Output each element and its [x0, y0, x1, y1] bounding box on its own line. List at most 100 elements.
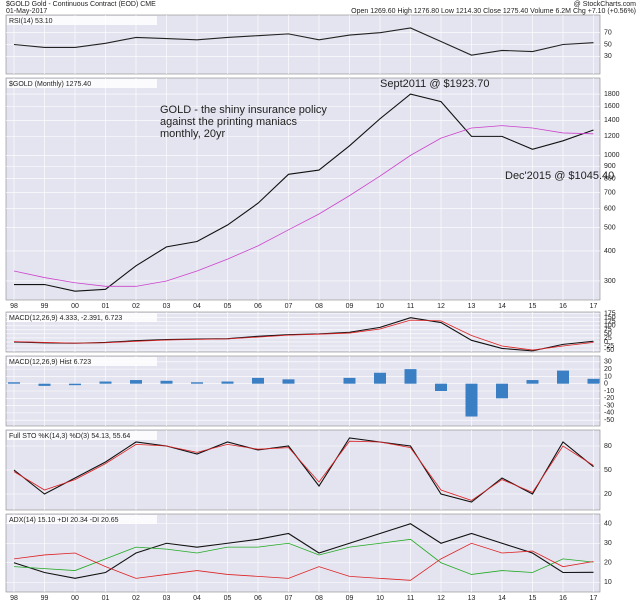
y-tick-label: 1000	[604, 152, 620, 159]
bar	[252, 377, 264, 384]
y-tick-label: 50	[604, 467, 612, 474]
x-tick-label: 17	[590, 595, 598, 602]
x-tick-label: 15	[529, 303, 537, 310]
x-tick-label: 10	[376, 303, 384, 310]
y-tick-label: 300	[604, 278, 616, 285]
x-tick-label: 00	[71, 303, 79, 310]
x-tick-label: 09	[346, 595, 354, 602]
y-tick-label: -20	[604, 395, 614, 402]
annotation: Dec'2015 @ $1045.40	[505, 170, 614, 182]
x-tick-label: 13	[468, 595, 476, 602]
y-tick-label: 125	[604, 319, 616, 326]
bar	[282, 379, 295, 384]
source: @ StockCharts.com	[574, 1, 637, 8]
x-tick-label: 14	[498, 303, 506, 310]
x-tick-label: 16	[559, 303, 567, 310]
bar	[526, 380, 539, 384]
y-tick-label: 700	[604, 189, 616, 196]
panel-title: RSI(14) 53.10	[9, 18, 53, 25]
title-bg	[7, 313, 157, 322]
series-line	[13, 437, 594, 503]
x-tick-label: 08	[315, 303, 323, 310]
x-tick-label: 10	[376, 595, 384, 602]
y-tick-label: 10	[604, 373, 612, 380]
y-tick-label: 0	[604, 381, 608, 388]
series-line	[13, 440, 594, 501]
bar	[496, 383, 508, 399]
y-tick-label: 1600	[604, 103, 620, 110]
bar	[435, 383, 447, 391]
x-tick-label: 13	[468, 303, 476, 310]
y-tick-label: -30	[604, 402, 614, 409]
x-tick-label: 99	[41, 303, 49, 310]
y-tick-label: 30	[604, 53, 612, 60]
x-tick-label: 02	[132, 595, 140, 602]
title-bg	[7, 357, 157, 366]
bar	[160, 380, 173, 384]
x-tick-label: 07	[285, 303, 293, 310]
x-tick-label: 12	[437, 303, 445, 310]
y-tick-label: -25	[604, 343, 614, 350]
x-tick-label: 11	[407, 303, 414, 310]
x-tick-label: 14	[498, 595, 506, 602]
x-tick-label: 16	[559, 595, 567, 602]
y-tick-label: 50	[604, 41, 612, 48]
date: 01-May-2017	[6, 8, 47, 15]
series-line	[13, 523, 594, 579]
x-tick-label: 12	[437, 595, 445, 602]
symbol-title: $GOLD Gold - Continuous Contract (EOD) C…	[6, 1, 156, 8]
x-tick-label: 04	[193, 303, 201, 310]
y-tick-label: -50	[604, 417, 614, 424]
x-tick-label: 00	[71, 595, 79, 602]
bar	[557, 370, 569, 384]
x-tick-label: 06	[254, 303, 262, 310]
title-bg	[7, 16, 157, 25]
y-tick-label: 25	[604, 335, 612, 342]
y-tick-label: 800	[604, 176, 616, 183]
y-tick-label: 0	[604, 339, 608, 346]
y-tick-label: 175	[604, 310, 616, 317]
x-tick-label: 03	[163, 595, 171, 602]
y-tick-label: 30	[604, 359, 612, 366]
y-tick-label: 400	[604, 248, 616, 255]
panel-title: Full STO %K(14,3) %D(3) 54.13, 55.64	[9, 433, 130, 440]
x-tick-label: 02	[132, 303, 140, 310]
y-tick-label: 1800	[604, 91, 620, 98]
series-line	[14, 93, 594, 292]
bar	[99, 381, 112, 384]
y-tick-label: 50	[604, 331, 612, 338]
y-tick-label: 1400	[604, 117, 620, 124]
x-tick-label: 99	[41, 595, 49, 602]
y-tick-label: 600	[604, 206, 616, 213]
y-tick-label: 20	[604, 491, 612, 498]
y-tick-label: -50	[604, 347, 614, 354]
bar	[130, 380, 142, 384]
x-tick-label: 01	[102, 303, 110, 310]
y-tick-label: 20	[604, 560, 612, 567]
y-tick-label: 100	[604, 323, 616, 330]
x-tick-label: 15	[529, 595, 537, 602]
y-tick-label: 70	[604, 30, 612, 37]
annotation: GOLD - the shiny insurance policy	[160, 104, 327, 116]
bar	[343, 377, 356, 384]
x-tick-label: 03	[163, 303, 171, 310]
y-tick-label: 30	[604, 540, 612, 547]
annotation: against the printing maniacs	[160, 116, 297, 128]
y-tick-label: -40	[604, 410, 614, 417]
x-tick-label: 08	[315, 595, 323, 602]
y-tick-label: -10	[604, 388, 614, 395]
y-tick-label: 900	[604, 163, 616, 170]
series-line	[13, 27, 594, 56]
panel-title: ADX(14) 15.10 +DI 20.34 -DI 20.65	[9, 517, 119, 524]
x-tick-label: 98	[10, 303, 18, 310]
x-tick-label: 11	[407, 595, 414, 602]
bar	[69, 383, 81, 386]
x-tick-label: 09	[346, 303, 354, 310]
title-bg	[7, 515, 157, 524]
bar	[8, 382, 20, 384]
panel-title: MACD(12,26,9) 4.333, -2.391, 6.723	[9, 315, 122, 322]
x-tick-label: 98	[10, 595, 18, 602]
title-bg	[7, 431, 157, 440]
y-tick-label: 500	[604, 225, 616, 232]
x-tick-label: 06	[254, 595, 262, 602]
